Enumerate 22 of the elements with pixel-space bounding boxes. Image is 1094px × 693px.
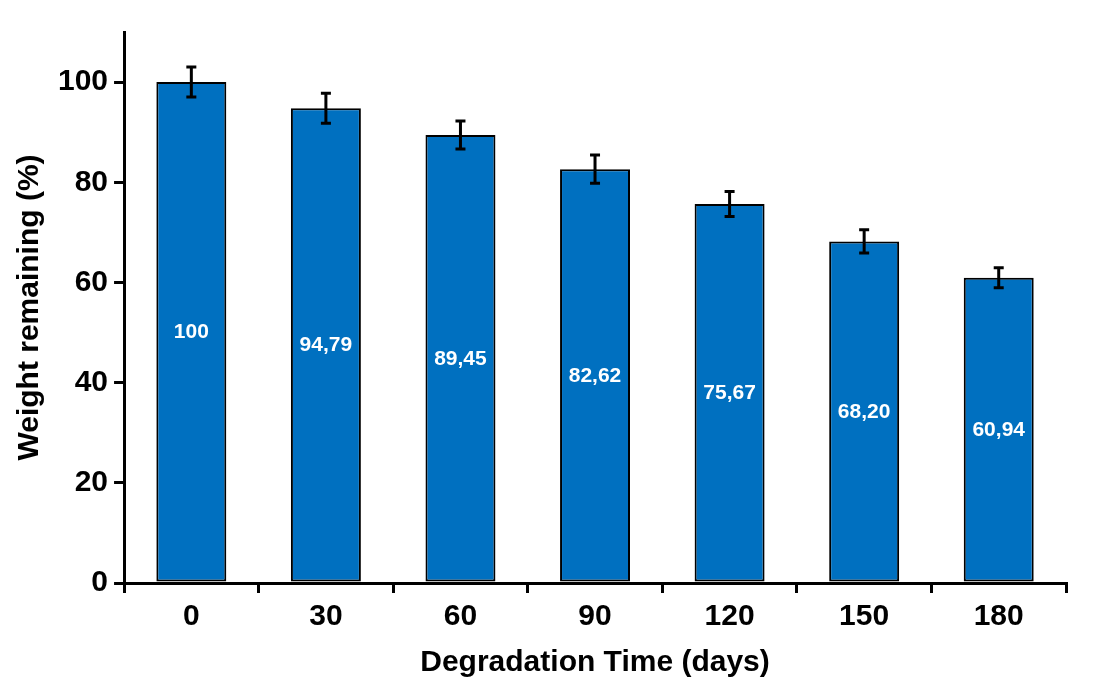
data-label: 82,62 xyxy=(568,362,622,386)
y-axis-title: Weight remaining (%) xyxy=(11,154,45,461)
x-tick-label: 150 xyxy=(839,598,890,632)
y-tick-label: 60 xyxy=(74,263,109,297)
y-tick-label: 0 xyxy=(91,564,109,598)
x-tick-label: 30 xyxy=(309,598,343,632)
x-tick-label: 180 xyxy=(973,598,1024,632)
y-tick-label: 20 xyxy=(74,464,109,498)
x-tick-label: 0 xyxy=(182,598,200,632)
data-label: 89,45 xyxy=(434,345,488,369)
x-tick-label: 120 xyxy=(704,598,755,632)
x-tick-label: 90 xyxy=(578,598,612,632)
data-label: 68,20 xyxy=(837,398,891,422)
data-label: 60,94 xyxy=(972,417,1026,441)
x-axis-title: Degradation Time (days) xyxy=(420,644,770,678)
data-label: 94,79 xyxy=(299,332,353,356)
y-tick-label: 80 xyxy=(74,163,109,197)
data-label: 100 xyxy=(173,319,209,343)
y-tick-label: 40 xyxy=(74,363,109,397)
data-label: 75,67 xyxy=(703,380,756,404)
y-tick-label: 100 xyxy=(57,63,109,97)
x-tick-label: 60 xyxy=(443,598,478,632)
